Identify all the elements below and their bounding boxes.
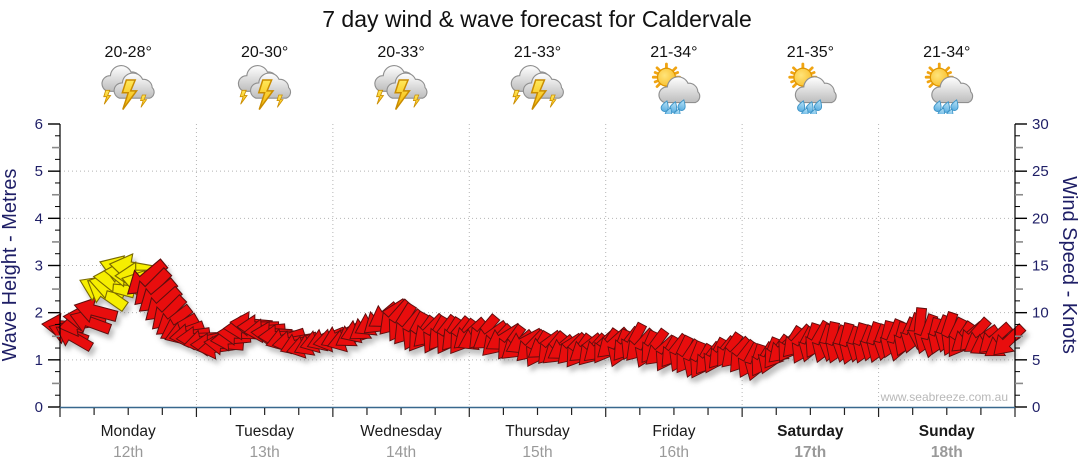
left-axis-tick-label: 6 xyxy=(35,116,43,133)
x-axis-day-label: Saturday xyxy=(777,423,844,440)
left-axis-tick-label: 0 xyxy=(35,399,43,416)
daily-temperature-label: 21-33° xyxy=(514,44,561,61)
wind-arrow xyxy=(73,297,119,324)
daily-temperature-label: 21-34° xyxy=(923,44,970,61)
left-axis-title: Wave Height - Metres xyxy=(0,169,21,362)
storm-cloud-lightning-icon xyxy=(237,64,292,111)
right-axis-tick-label: 5 xyxy=(1032,352,1040,369)
x-axis-date-label: 18th xyxy=(931,444,963,461)
gridlines-layer xyxy=(60,124,1015,407)
storm-cloud-lightning-icon xyxy=(101,64,155,111)
storm-cloud-lightning-icon xyxy=(510,64,565,111)
left-axis-tick-label: 4 xyxy=(35,210,43,227)
daily-temperature-label: 20-28° xyxy=(105,44,152,61)
chart-title: 7 day wind & wave forecast for Calderval… xyxy=(322,6,752,32)
sun-cloud-rain-icon xyxy=(924,62,975,114)
right-axis-tick-label: 15 xyxy=(1032,258,1049,275)
x-axis-day-label: Tuesday xyxy=(235,423,294,440)
daily-temperature-label: 20-33° xyxy=(377,44,424,61)
sun-cloud-rain-icon xyxy=(651,62,702,114)
left-axis-tick-label: 1 xyxy=(35,352,43,369)
labels-layer: 0 1 2 3 4 5 6 0 5 10 15 20 25 30 Monday 12th 20-28° Tuesd… xyxy=(35,44,1049,461)
right-axis-tick-label: 25 xyxy=(1032,163,1049,180)
wind-arrow xyxy=(993,323,1027,356)
right-axis-title: Wind Speed - Knots xyxy=(1058,176,1080,354)
x-axis-date-label: 15th xyxy=(522,444,552,461)
daily-temperature-label: 20-30° xyxy=(241,44,288,61)
x-axis-date-label: 14th xyxy=(386,444,416,461)
right-axis-tick-label: 20 xyxy=(1032,210,1049,227)
x-axis-day-label: Monday xyxy=(101,423,156,440)
watermark: www.seabreeze.com.au xyxy=(880,390,1008,404)
wind-arrows-layer xyxy=(41,252,1027,382)
weather-icons-layer xyxy=(101,62,975,114)
x-axis-day-label: Sunday xyxy=(919,423,975,440)
right-axis-tick-label: 0 xyxy=(1032,399,1040,416)
left-axis-tick-label: 2 xyxy=(35,305,43,322)
x-axis-date-label: 17th xyxy=(794,444,826,461)
left-axis-tick-label: 5 xyxy=(35,163,43,180)
right-axis-tick-label: 30 xyxy=(1032,116,1049,133)
daily-temperature-label: 21-35° xyxy=(787,44,834,61)
right-axis-tick-label: 10 xyxy=(1032,305,1049,322)
axes-layer xyxy=(48,123,1027,417)
storm-cloud-lightning-icon xyxy=(374,64,428,111)
sun-cloud-rain-icon xyxy=(788,62,838,114)
x-axis-day-label: Wednesday xyxy=(360,423,442,440)
x-axis-day-label: Friday xyxy=(652,423,695,440)
x-axis-day-label: Thursday xyxy=(505,423,570,440)
x-axis-date-label: 16th xyxy=(659,444,689,461)
x-axis-date-label: 12th xyxy=(113,444,143,461)
x-axis-date-label: 13th xyxy=(250,444,280,461)
daily-temperature-label: 21-34° xyxy=(650,44,697,61)
left-axis-tick-label: 3 xyxy=(35,258,43,275)
